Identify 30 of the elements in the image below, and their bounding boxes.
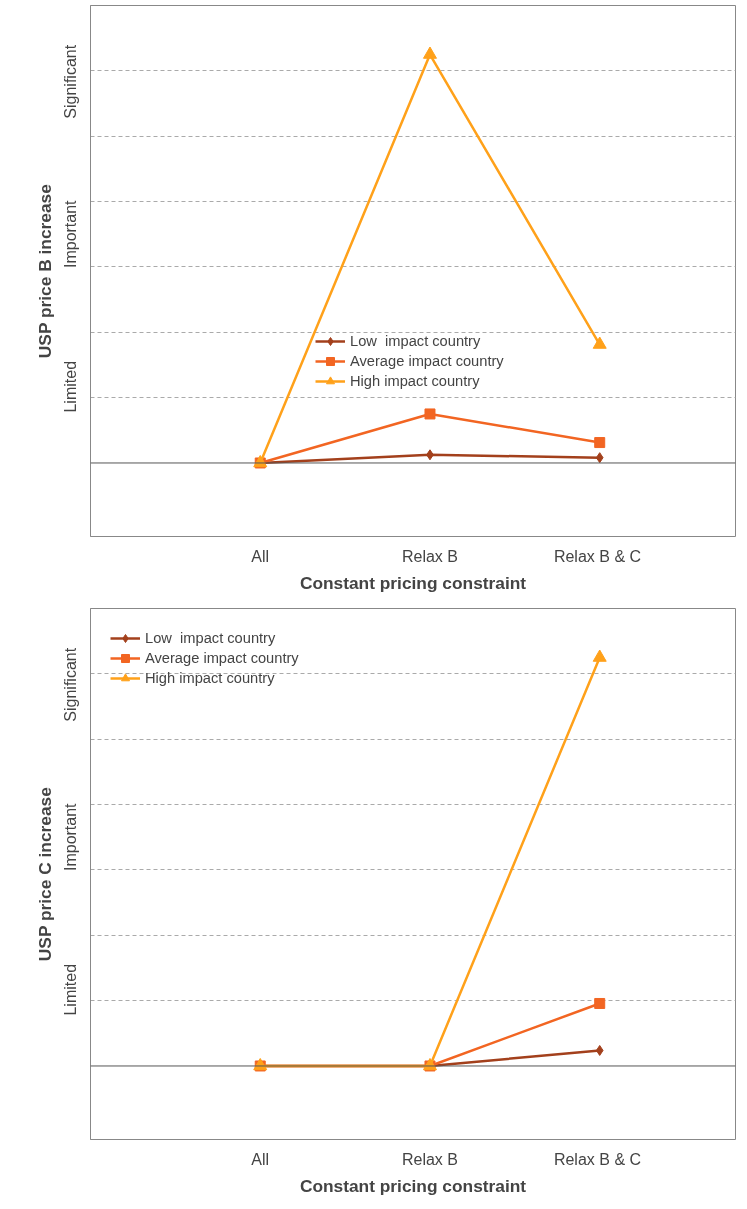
x-axis-title: Constant pricing constraint [299, 572, 527, 593]
legend-label: Average impact country [350, 353, 504, 369]
legend-label: Low impact country [145, 630, 276, 646]
legend-label: Average impact country [145, 650, 299, 666]
text: Important [62, 802, 80, 872]
point [594, 997, 606, 1009]
x-tick-label: Relax B & C [553, 1150, 642, 1168]
point [422, 46, 437, 59]
text: Significant [62, 647, 80, 722]
point [595, 1044, 604, 1056]
x-tick-label: Relax B & C [553, 547, 642, 565]
point [424, 408, 436, 420]
x-tick-label: Relax B [401, 547, 458, 565]
point [595, 452, 604, 464]
x-tick-label: All [251, 1150, 270, 1168]
x-tick-label: Relax B [401, 1150, 458, 1168]
point [592, 649, 607, 662]
point [594, 437, 606, 449]
y-axis-title: USP price C increase [34, 786, 55, 962]
legend-label: Low impact country [350, 333, 481, 349]
text: Important [62, 199, 80, 269]
point [592, 336, 607, 349]
legend-label: High impact country [350, 373, 480, 389]
legend-label: High impact country [145, 670, 275, 686]
y-axis-title: USP price B increase [34, 183, 55, 359]
text: Limited [62, 360, 80, 413]
x-tick-label: All [251, 547, 270, 565]
text: Limited [62, 963, 80, 1016]
text: Significant [62, 44, 80, 119]
x-axis-title: Constant pricing constraint [299, 1175, 527, 1196]
